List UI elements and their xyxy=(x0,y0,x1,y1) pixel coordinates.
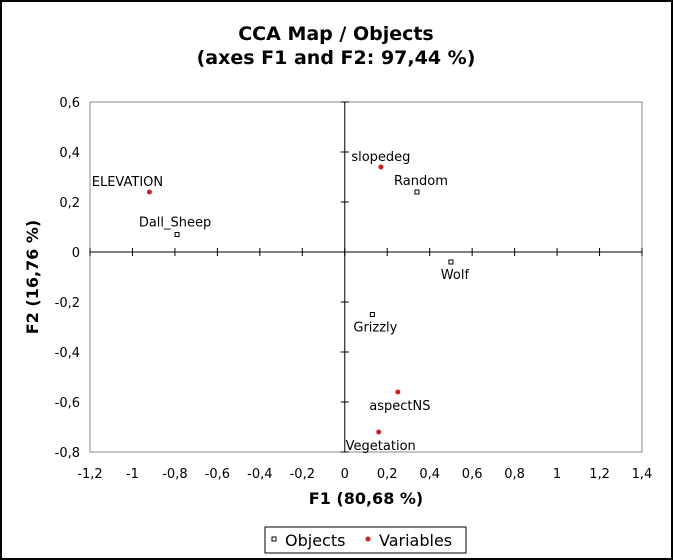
plot-area xyxy=(89,101,643,453)
point-label: Dall_Sheep xyxy=(139,216,211,231)
x-tick-label: 1,2 xyxy=(589,467,610,482)
x-axis-label: F1 (80,68 %) xyxy=(309,489,423,508)
point-label: aspectNS xyxy=(369,399,430,414)
x-tick-label: 0 xyxy=(341,467,349,482)
y-tick-label: 0 xyxy=(72,246,80,261)
x-tick-label: -0,2 xyxy=(290,467,315,482)
x-tick-label: -0,4 xyxy=(247,467,272,482)
object-point xyxy=(448,259,454,265)
legend-variables-label: Variables xyxy=(379,531,452,550)
y-axis-label: F2 (16,76 %) xyxy=(23,220,42,334)
point-label: slopedeg xyxy=(351,150,410,165)
x-tick-label: 0,8 xyxy=(504,467,525,482)
y-tick-label: -0,6 xyxy=(55,396,80,411)
x-tick-label: 0,2 xyxy=(377,467,398,482)
y-tick-label: 0,4 xyxy=(59,146,80,161)
variable-point xyxy=(146,189,152,195)
y-tick-label: 0,2 xyxy=(59,196,80,211)
legend: Objects Variables xyxy=(264,526,467,554)
legend-objects-marker xyxy=(271,536,277,542)
y-tick-label: -0,8 xyxy=(55,446,80,461)
x-tick-label: -0,6 xyxy=(205,467,230,482)
chart-subtitle: (axes F1 and F2: 97,44 %) xyxy=(197,47,476,69)
chart-title: CCA Map / Objects xyxy=(238,23,434,45)
variable-point xyxy=(395,389,401,395)
y-tick-label: -0,4 xyxy=(55,346,80,361)
x-tick-label: 0,4 xyxy=(419,467,440,482)
y-tick-label: -0,2 xyxy=(55,296,80,311)
legend-box xyxy=(264,526,467,554)
variable-point xyxy=(376,429,382,435)
point-label: Random xyxy=(394,174,448,189)
object-point xyxy=(369,312,375,317)
point-label: Vegetation xyxy=(346,439,416,454)
legend-objects-label: Objects xyxy=(285,531,345,550)
x-tick-label: 0,6 xyxy=(462,467,483,482)
x-tick-label: 1,4 xyxy=(632,467,653,482)
legend-variables-marker xyxy=(365,536,371,542)
object-point xyxy=(174,232,180,237)
x-tick-label: -1 xyxy=(126,467,139,482)
x-tick-label: -1,2 xyxy=(77,467,102,482)
point-label: ELEVATION xyxy=(92,175,163,190)
object-point xyxy=(414,189,420,195)
x-tick-label: 1 xyxy=(553,467,561,482)
variable-point xyxy=(378,164,384,170)
point-label: Grizzly xyxy=(353,321,397,336)
point-label: Wolf xyxy=(441,268,470,283)
x-tick-label: -0,8 xyxy=(162,467,187,482)
y-tick-label: 0,6 xyxy=(59,96,80,111)
